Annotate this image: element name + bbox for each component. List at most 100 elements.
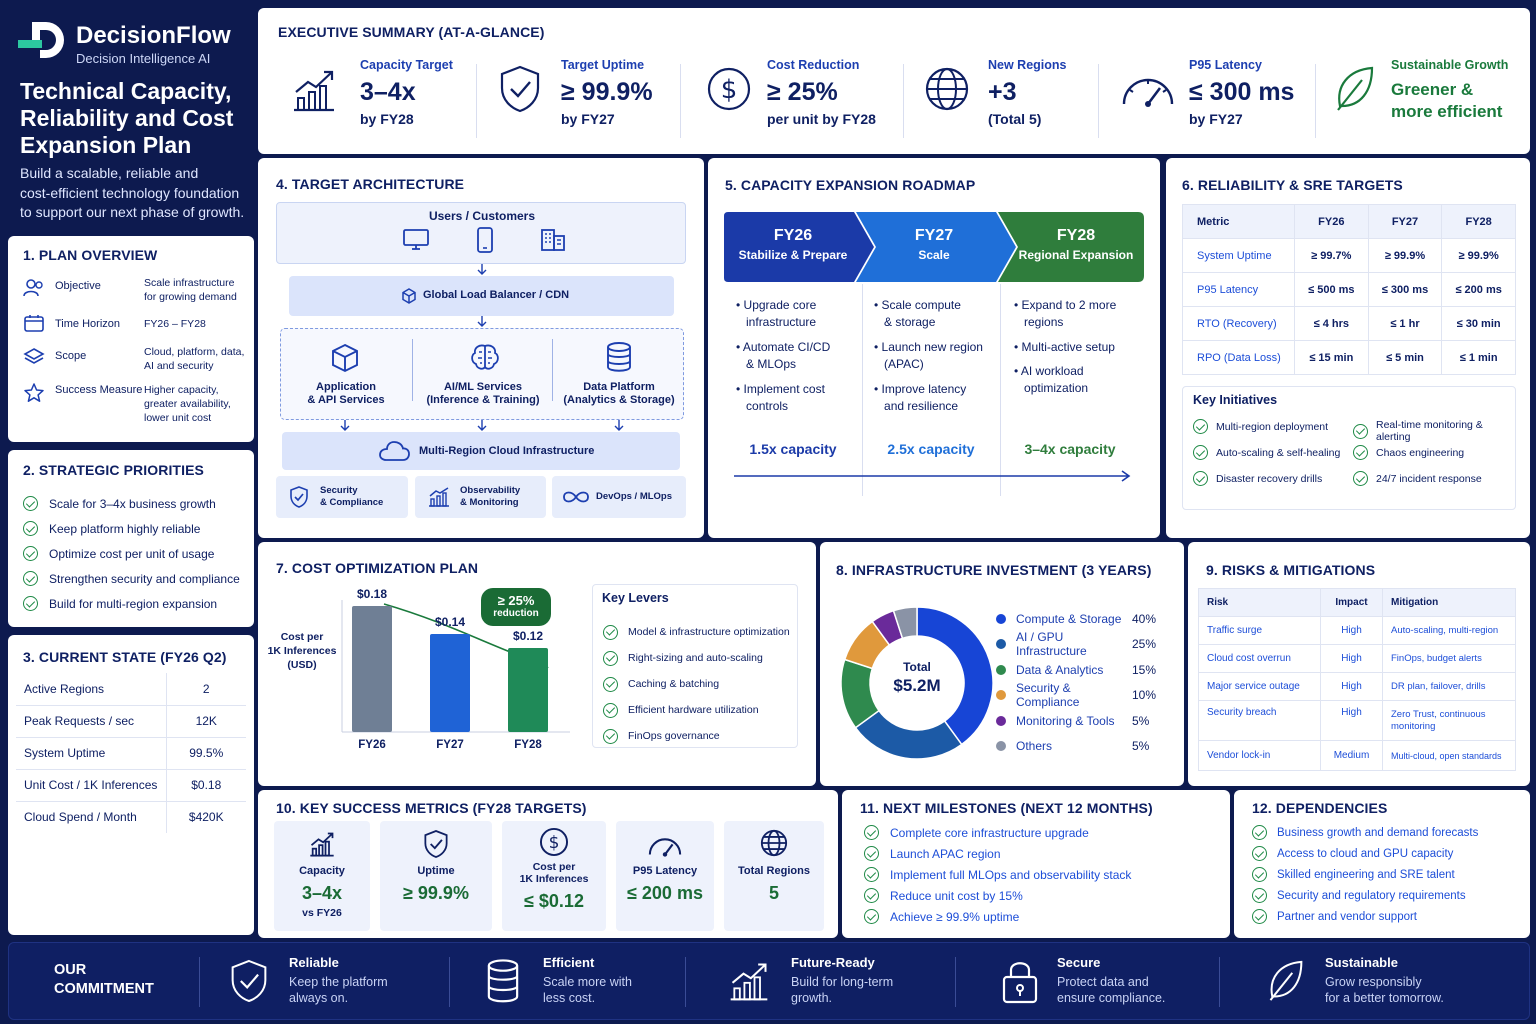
list-item: Complete core infrastructure upgrade xyxy=(864,822,1131,843)
roadmap-title: 5. CAPACITY EXPANSION ROADMAP xyxy=(725,177,976,193)
list-item: Optimize cost per unit of usage xyxy=(23,541,240,566)
divider xyxy=(449,957,450,1007)
observability-box: Observability & Monitoring xyxy=(415,476,546,518)
database-icon xyxy=(487,959,519,1003)
star-icon xyxy=(24,383,44,402)
current-state-title: 3. CURRENT STATE (FY26 Q2) xyxy=(23,649,227,665)
list-item: Keep platform highly reliable xyxy=(23,516,240,541)
arrow-down-icon xyxy=(477,420,487,431)
list-item: Strengthen security and compliance xyxy=(23,566,240,591)
divider xyxy=(955,957,956,1007)
architecture-card: 4. TARGET ARCHITECTURE Users / Customers… xyxy=(258,158,704,538)
divider xyxy=(1219,957,1220,1007)
legend-item: Compute & Storage 40% xyxy=(996,606,1166,632)
donut-legend: Compute & Storage 40% AI / GPU Infrastruct… xyxy=(996,606,1166,759)
list-item: Efficient hardware utilization xyxy=(603,697,790,723)
legend-swatch xyxy=(996,715,1006,726)
success-metrics-title: 10. KEY SUCCESS METRICS (FY28 TARGETS) xyxy=(276,800,587,816)
check-circle-icon xyxy=(1252,825,1267,840)
service-application: Application & API Services xyxy=(307,381,385,406)
cost-chart-ylabel: Cost per 1K Inferences (USD) xyxy=(267,631,337,671)
list-item: Auto-scaling & self-healing xyxy=(1193,445,1340,460)
table-row: Cloud cost overrun High FinOps, budget a… xyxy=(1198,644,1516,673)
legend-label: Data & Analytics xyxy=(1016,662,1104,677)
list-item: Real-time monitoring & alerting xyxy=(1353,419,1515,443)
legend-item: Others 5% xyxy=(996,734,1166,760)
check-circle-icon xyxy=(864,825,879,840)
page-title: Technical Capacity, Reliability and Cost… xyxy=(20,78,234,158)
commitment-reliable: Reliable Keep the platform always on. xyxy=(289,955,388,1005)
check-circle-icon xyxy=(864,888,879,903)
table-row: System Uptime ≥ 99.7% ≥ 99.9% ≥ 99.9% xyxy=(1182,238,1516,273)
infinity-icon xyxy=(563,491,589,503)
overview-label-time: Time Horizon xyxy=(55,318,120,330)
phase-capacity-fy27: 2.5x capacity xyxy=(887,441,975,457)
list-item: • Improve latency and resilience xyxy=(874,382,967,413)
list-item: • Scale compute & storage xyxy=(874,298,961,329)
overview-label-scope: Scope xyxy=(55,350,87,362)
leaf-icon xyxy=(1269,960,1303,1001)
phase-header-fy26: FY26 Stabilize & Prepare xyxy=(738,227,848,262)
cost-plan-card: 7. COST OPTIMIZATION PLAN Cost per 1K Inf… xyxy=(258,542,816,786)
list-item: Caching & batching xyxy=(603,671,790,697)
divider xyxy=(476,64,477,138)
phase-arrow-fy27 xyxy=(856,212,1016,282)
users-box: Users / Customers xyxy=(276,202,686,264)
commitment-label: OUR COMMITMENT xyxy=(54,962,154,997)
check-circle-icon xyxy=(864,846,879,861)
overview-label-success: Success Measure xyxy=(55,384,143,396)
legend-swatch xyxy=(996,741,1006,752)
exec-item-sustainable: Sustainable Growth Greener & more efficien… xyxy=(1391,58,1509,121)
table-row: RTO (Recovery) ≤ 4 hrs ≤ 1 hr ≤ 30 min xyxy=(1182,306,1516,341)
overview-value-time: FY26 – FY28 xyxy=(144,318,206,330)
donut-center-label: Total $5.2M xyxy=(893,660,941,695)
load-balancer-box: Global Load Balancer / CDN xyxy=(289,276,674,316)
monitor-icon xyxy=(403,229,429,250)
list-item: Security and regulatory requirements xyxy=(1252,885,1478,906)
milestones-card: 11. NEXT MILESTONES (NEXT 12 MONTHS) Com… xyxy=(842,790,1230,938)
reduction-badge: ≥ 25% reduction xyxy=(481,588,551,626)
table-row: System Uptime 99.5% xyxy=(16,737,246,770)
check-circle-icon xyxy=(603,676,618,692)
investment-donut-chart xyxy=(840,606,994,760)
service-data-platform: Data Platform (Analytics & Storage) xyxy=(563,381,675,406)
current-state-card: 3. CURRENT STATE (FY26 Q2) Active Region… xyxy=(8,635,254,935)
bar-value-label: $0.18 xyxy=(357,587,387,601)
check-circle-icon xyxy=(1353,423,1368,439)
check-circle-icon xyxy=(1193,471,1208,486)
divider xyxy=(412,339,413,401)
page-subtitle: Build a scalable, reliable and cost-effi… xyxy=(20,165,245,220)
metric-tile-uptime: Uptime ≥ 99.9% xyxy=(380,821,492,931)
divider xyxy=(1315,64,1316,138)
plan-overview-title: 1. PLAN OVERVIEW xyxy=(23,247,158,263)
list-item: • Expand to 2 more regions xyxy=(1014,298,1117,329)
legend-value: 25% xyxy=(1132,637,1157,652)
strategic-priorities-card: 2. STRATEGIC PRIORITIES Scale for 3–4x b… xyxy=(8,450,254,627)
layers-icon xyxy=(23,348,45,364)
exec-item-uptime: Target Uptime ≥ 99.9% by FY27 xyxy=(561,58,653,127)
key-initiatives-box: Key Initiatives Multi-region deployment … xyxy=(1182,386,1516,510)
table-row: Traffic surge High Auto-scaling, multi-r… xyxy=(1198,616,1516,645)
list-item: FinOps governance xyxy=(603,723,790,749)
brand-logo-icon xyxy=(18,22,64,58)
dependencies-title: 12. DEPENDENCIES xyxy=(1252,800,1388,816)
check-circle-icon xyxy=(603,624,618,640)
mobile-icon xyxy=(477,227,493,253)
key-initiatives-title: Key Initiatives xyxy=(1193,393,1278,407)
service-ai-ml: AI/ML Services (Inference & Training) xyxy=(426,381,540,406)
check-circle-icon xyxy=(1252,846,1267,861)
architecture-title: 4. TARGET ARCHITECTURE xyxy=(276,176,465,192)
metric-tile-cost: $ Cost per 1K Inferences ≤ $0.12 xyxy=(502,821,606,931)
list-item: Disaster recovery drills xyxy=(1193,471,1322,486)
table-row: Vendor lock-in Medium Multi-cloud, open … xyxy=(1199,740,1516,771)
list-item: Model & infrastructure optimization xyxy=(603,619,790,645)
cost-bar-chart: $0.18 FY26 $0.14 FY27 $0.12 FY28 xyxy=(341,587,570,751)
table-row: Major service outage High DR plan, failo… xyxy=(1198,672,1516,701)
building-icon xyxy=(541,229,565,251)
check-circle-icon xyxy=(1252,867,1267,882)
commitment-efficient: Efficient Scale more with less cost. xyxy=(543,955,632,1005)
check-circle-icon xyxy=(23,596,38,611)
devops-mlops-box: DevOps / MLOps xyxy=(552,476,686,518)
database-icon xyxy=(607,342,631,372)
brand-name: DecisionFlow xyxy=(76,22,231,49)
